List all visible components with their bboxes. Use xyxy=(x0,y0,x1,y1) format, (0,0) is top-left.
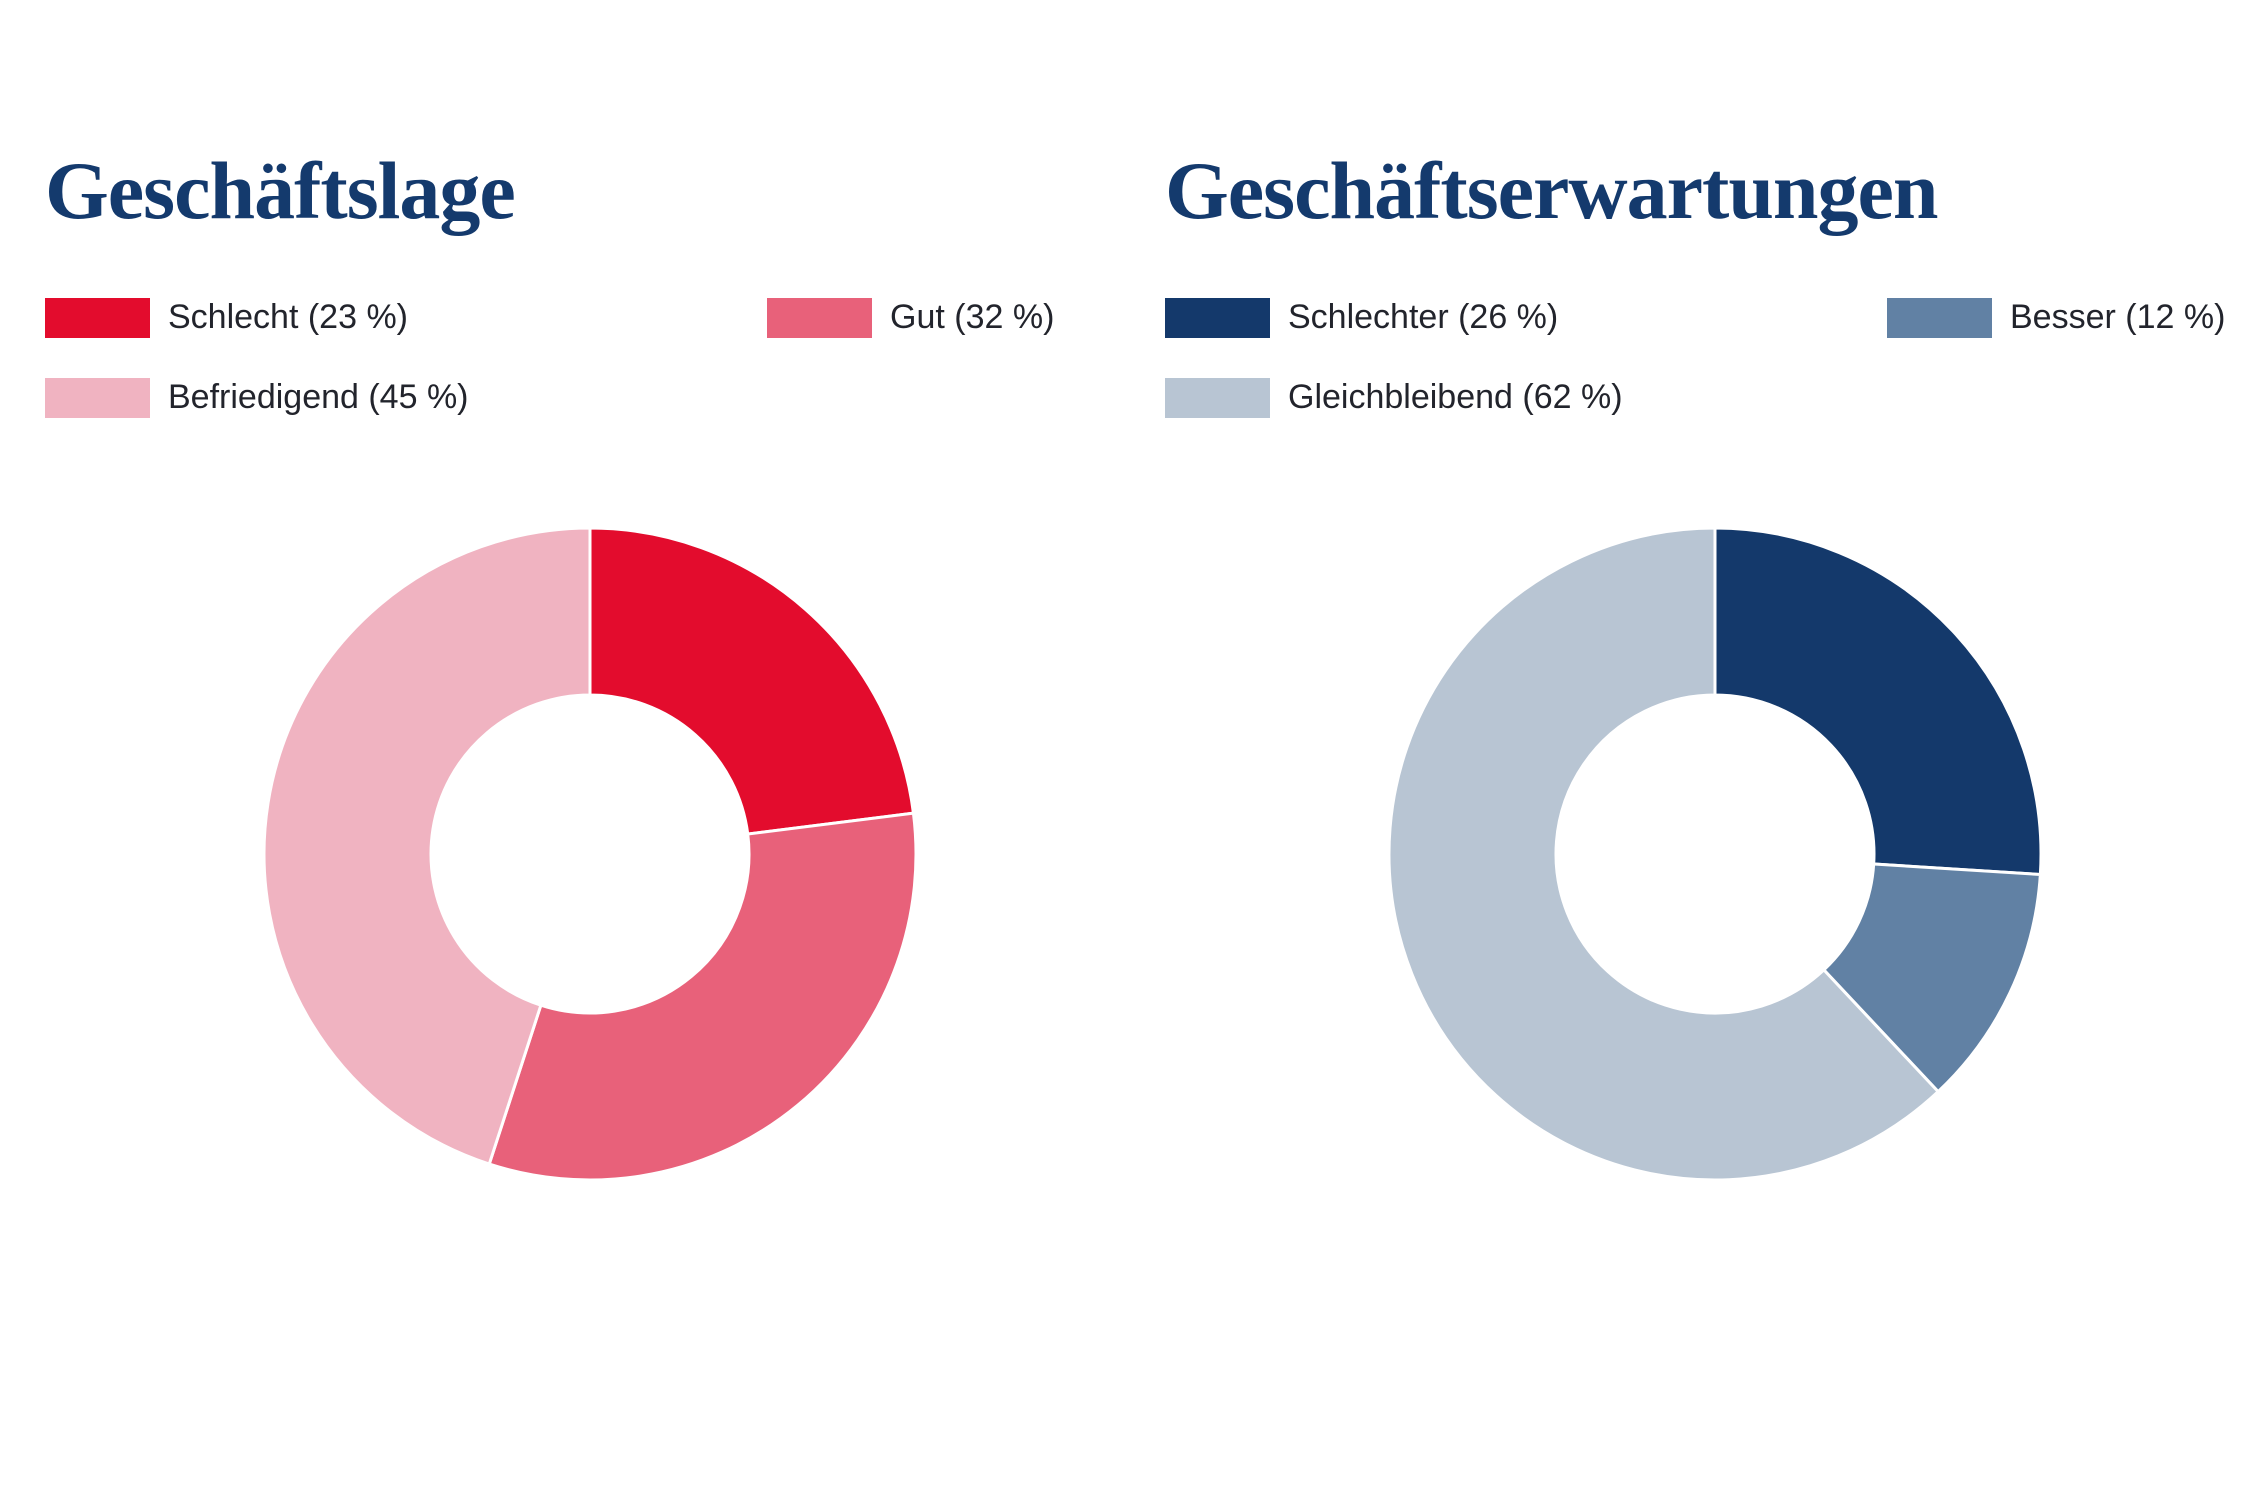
donut-svg xyxy=(1387,526,2043,1182)
legend-swatch-schlechter xyxy=(1165,298,1270,338)
legend-item-schlecht: Schlecht (23 %) xyxy=(45,298,767,338)
legend-label-schlechter: Schlechter (26 %) xyxy=(1288,298,1559,336)
donut-segment-gut xyxy=(487,811,918,1182)
legend-item-schlechter: Schlechter (26 %) xyxy=(1165,298,1887,338)
chart-title-geschaeftslage: Geschäftslage xyxy=(45,145,516,236)
chart-section-geschaeftslage: Geschäftslage Schlecht (23 %) Gut (32 %)… xyxy=(45,0,1125,1500)
legend-label-befriedigend: Befriedigend (45 %) xyxy=(168,378,469,416)
legend-item-gleichbleibend: Gleichbleibend (62 %) xyxy=(1165,378,1887,418)
legend-geschaeftserwartungen: Schlechter (26 %) Besser (12 %) Gleichbl… xyxy=(1165,298,2225,418)
donut-chart-geschaeftserwartungen xyxy=(1387,526,2043,1182)
legend-label-gleichbleibend: Gleichbleibend (62 %) xyxy=(1288,378,1623,416)
legend-geschaeftslage: Schlecht (23 %) Gut (32 %) Befriedigend … xyxy=(45,298,1054,418)
donut-svg xyxy=(262,526,918,1182)
chart-section-geschaeftserwartungen: Geschäftserwartungen Schlechter (26 %) B… xyxy=(1165,0,2245,1500)
legend-swatch-besser xyxy=(1887,298,1992,338)
legend-label-schlecht: Schlecht (23 %) xyxy=(168,298,408,336)
legend-swatch-gleichbleibend xyxy=(1165,378,1270,418)
donut-segment-schlechter xyxy=(1713,526,2043,877)
legend-label-gut: Gut (32 %) xyxy=(890,298,1055,336)
legend-item-gut: Gut (32 %) xyxy=(767,298,1054,338)
donut-segment-schlecht xyxy=(588,526,916,836)
legend-item-besser: Besser (12 %) xyxy=(1887,298,2225,338)
legend-label-besser: Besser (12 %) xyxy=(2010,298,2226,336)
donut-segment-gleichbleibend xyxy=(1387,526,1941,1182)
legend-swatch-schlecht xyxy=(45,298,150,338)
legend-swatch-gut xyxy=(767,298,872,338)
donut-segment-befriedigend xyxy=(262,526,592,1166)
legend-swatch-befriedigend xyxy=(45,378,150,418)
donut-segment-besser xyxy=(1821,862,2042,1094)
donut-chart-geschaeftslage xyxy=(262,526,918,1182)
chart-title-geschaeftserwartungen: Geschäftserwartungen xyxy=(1165,145,1939,236)
legend-item-befriedigend: Befriedigend (45 %) xyxy=(45,378,767,418)
